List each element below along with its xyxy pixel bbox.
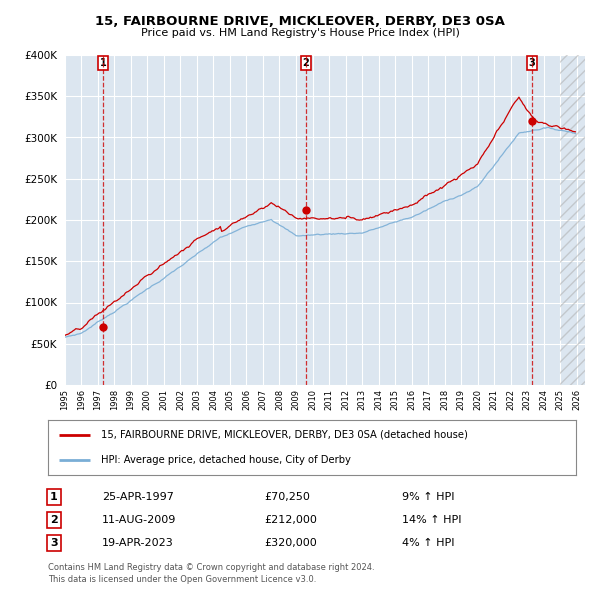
- Text: Contains HM Land Registry data © Crown copyright and database right 2024.: Contains HM Land Registry data © Crown c…: [48, 563, 374, 572]
- Text: 3: 3: [529, 58, 536, 68]
- Text: £212,000: £212,000: [264, 515, 317, 525]
- Text: 2: 2: [50, 515, 58, 525]
- Text: This data is licensed under the Open Government Licence v3.0.: This data is licensed under the Open Gov…: [48, 575, 316, 584]
- Text: 4% ↑ HPI: 4% ↑ HPI: [402, 538, 455, 548]
- Text: 11-AUG-2009: 11-AUG-2009: [102, 515, 176, 525]
- Text: 15, FAIRBOURNE DRIVE, MICKLEOVER, DERBY, DE3 0SA: 15, FAIRBOURNE DRIVE, MICKLEOVER, DERBY,…: [95, 15, 505, 28]
- Text: £320,000: £320,000: [264, 538, 317, 548]
- Text: 1: 1: [50, 492, 58, 502]
- Text: 9% ↑ HPI: 9% ↑ HPI: [402, 492, 455, 502]
- Text: 25-APR-1997: 25-APR-1997: [102, 492, 174, 502]
- Text: Price paid vs. HM Land Registry's House Price Index (HPI): Price paid vs. HM Land Registry's House …: [140, 28, 460, 38]
- Text: £70,250: £70,250: [264, 492, 310, 502]
- Text: 1: 1: [100, 58, 106, 68]
- Text: 15, FAIRBOURNE DRIVE, MICKLEOVER, DERBY, DE3 0SA (detached house): 15, FAIRBOURNE DRIVE, MICKLEOVER, DERBY,…: [101, 430, 467, 440]
- Text: HPI: Average price, detached house, City of Derby: HPI: Average price, detached house, City…: [101, 455, 350, 465]
- Text: 14% ↑ HPI: 14% ↑ HPI: [402, 515, 461, 525]
- Text: 19-APR-2023: 19-APR-2023: [102, 538, 174, 548]
- Text: 2: 2: [302, 58, 310, 68]
- Bar: [560, 55, 585, 385]
- Text: 3: 3: [50, 538, 58, 548]
